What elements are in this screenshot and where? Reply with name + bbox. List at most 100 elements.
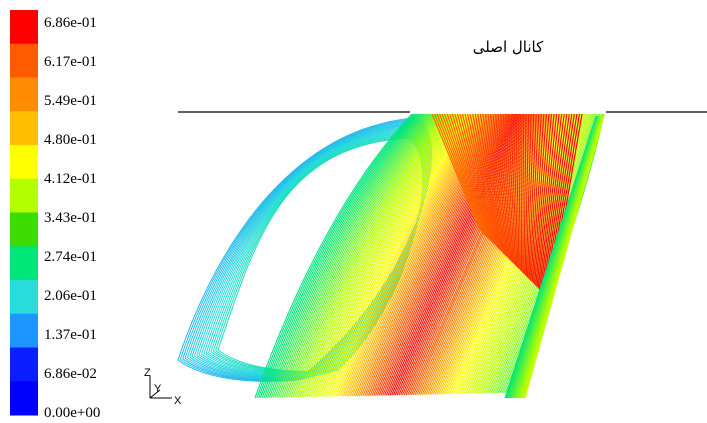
streamline [407,113,530,396]
streamline [436,113,483,233]
streamline [286,113,438,398]
streamline [277,113,431,398]
streamline [539,113,563,291]
streamline [285,113,436,398]
legend-label: 3.43e-01 [44,210,97,226]
streamline [310,113,456,398]
streamline [535,113,553,286]
channel-label: کانال اصلی [473,38,544,56]
streamline [330,113,471,397]
streamline [500,113,513,263]
legend-label: 6.17e-01 [44,54,97,70]
streamline [258,113,416,399]
streamline [428,113,547,395]
streamline [477,113,502,252]
streamline [301,113,449,398]
axis-label-z: Z [144,367,151,379]
streamline [537,113,558,289]
colormap-labels: 6.86e-01 6.17e-01 5.49e-01 4.80e-01 4.12e-01… [44,15,100,421]
streamline [290,113,441,398]
legend-swatch [10,313,38,348]
streamline [324,113,467,397]
streamline [524,113,530,276]
streamline [444,113,487,237]
streamline [313,113,459,398]
streamline [515,113,520,270]
axes-triad: Z Y X [144,367,182,407]
streamline [532,113,548,284]
streamline [529,113,540,280]
streamline [524,115,605,399]
legend-label: 4.12e-01 [44,171,97,187]
streamline [265,113,421,398]
axis-label-x: X [174,395,182,407]
streamline [461,113,495,245]
streamline [276,113,429,398]
streamline [536,113,555,288]
streamline [294,113,443,398]
streamline [340,113,479,397]
streamline [374,113,506,396]
streamline [531,113,545,283]
streamline [263,113,420,399]
streamline [267,113,423,398]
streamline [510,113,518,267]
streamline [512,113,519,268]
streamline [272,113,427,398]
streamline [542,113,568,293]
legend-swatch [10,10,38,45]
streamline [304,113,452,398]
legend-label: 0.00e+00 [44,405,100,421]
streamline [433,113,482,232]
streamline [479,113,504,253]
streamline [505,113,516,265]
streamline [431,113,481,231]
legend-label: 6.86e-02 [44,366,97,382]
streamline [353,113,489,397]
streamline [523,113,527,274]
streamline [416,113,537,395]
legend-label: 2.06e-01 [44,288,97,304]
streamline [335,113,475,397]
streamline [525,113,532,277]
streamline [482,113,505,254]
legend-swatch [10,77,38,112]
streamline [454,113,492,241]
streamline [533,113,550,285]
legend-swatch [10,145,38,180]
streamline [423,113,543,395]
legend-swatch [10,111,38,146]
streamline [474,113,501,251]
streamline [279,113,432,398]
streamline [484,113,506,255]
streamline [396,113,522,396]
streamline [528,113,537,279]
streamline [308,113,454,398]
streamline [342,113,481,397]
streamline [401,113,526,396]
streamline [522,113,525,273]
streamline [259,113,417,399]
streamline [489,113,508,258]
streamline [427,113,546,395]
streamline [418,113,539,395]
streamline [369,113,501,396]
streamline [268,113,424,398]
streamline [459,113,494,244]
streamline [412,113,535,396]
streamline [315,113,460,397]
streamline [530,113,542,282]
legend-label: 6.86e-01 [44,15,97,31]
streamline [497,113,512,261]
streamline [421,113,541,395]
streamline [469,113,499,248]
streamline [317,113,461,397]
legend-label: 4.80e-01 [44,132,97,148]
streamline [507,113,517,266]
streamline [270,113,425,398]
streamline [492,113,510,259]
legend-swatch [10,347,38,382]
legend-swatch [10,381,38,416]
streamline [348,113,485,397]
streamline [254,113,413,399]
